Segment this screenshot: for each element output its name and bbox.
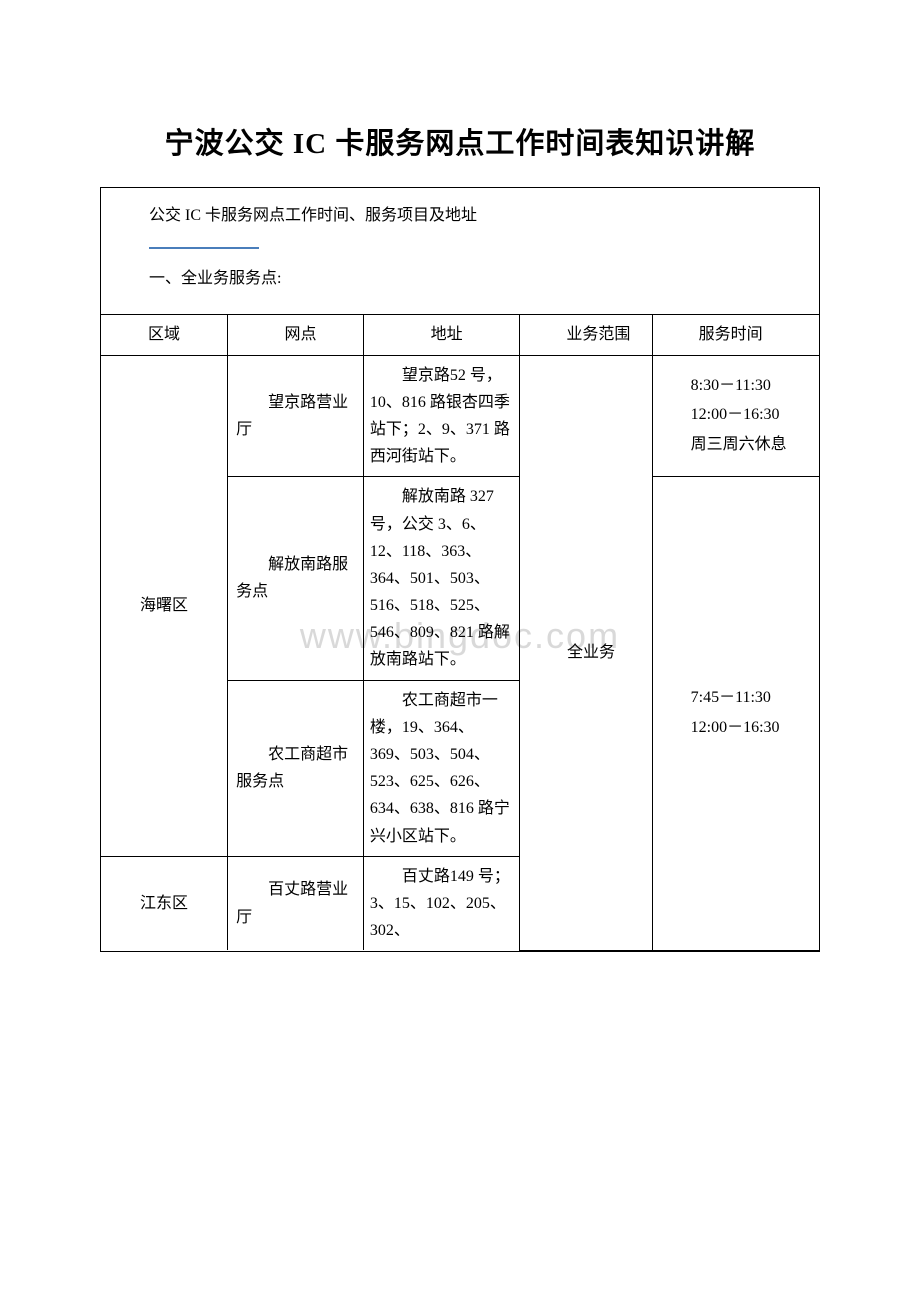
cell-branch: 农工商超市服务点 bbox=[228, 680, 364, 856]
header-time: 服务时间 bbox=[652, 315, 819, 355]
time-line: 周三周六休息 bbox=[659, 431, 813, 458]
intro-line: 公交 IC 卡服务网点工作时间、服务项目及地址 bbox=[149, 198, 801, 233]
cell-address: 解放南路 327 号，公交 3、6、12、118、363、364、501、503… bbox=[363, 477, 519, 680]
table-header-row: 区域 网点 地址 业务范围 服务时间 bbox=[101, 315, 819, 355]
cell-time: 8:30－11:30 12:00－16:30 周三周六休息 bbox=[652, 355, 819, 477]
cell-branch: 解放南路服务点 bbox=[228, 477, 364, 680]
cell-branch: 望京路营业厅 bbox=[228, 355, 364, 477]
blue-divider bbox=[149, 241, 259, 249]
page-content: 宁波公交 IC 卡服务网点工作时间表知识讲解 公交 IC 卡服务网点工作时间、服… bbox=[100, 120, 820, 952]
cell-address: 百丈路149 号；3、15、102、205、302、 bbox=[363, 856, 519, 950]
intro-section: 公交 IC 卡服务网点工作时间、服务项目及地址 一、全业务服务点: bbox=[101, 188, 819, 314]
cell-time: 7:45－11:30 12:00－16:30 bbox=[652, 477, 819, 951]
service-table: 区域 网点 地址 业务范围 服务时间 海曙区 望京路营业厅 望京路52 号，10… bbox=[101, 314, 819, 950]
header-address: 地址 bbox=[363, 315, 519, 355]
cell-scope: 全业务 bbox=[520, 355, 652, 950]
header-branch: 网点 bbox=[228, 315, 364, 355]
content-box: 公交 IC 卡服务网点工作时间、服务项目及地址 一、全业务服务点: 区域 网点 … bbox=[100, 187, 820, 952]
time-line: 7:45－11:30 bbox=[659, 684, 813, 711]
cell-address: 望京路52 号，10、816 路银杏四季站下；2、9、371 路西河街站下。 bbox=[363, 355, 519, 477]
cell-region: 海曙区 bbox=[101, 355, 228, 856]
cell-address: 农工商超市一楼，19、364、369、503、504、523、625、626、6… bbox=[363, 680, 519, 856]
section-heading: 一、全业务服务点: bbox=[149, 261, 801, 296]
table-row: 海曙区 望京路营业厅 望京路52 号，10、816 路银杏四季站下；2、9、37… bbox=[101, 355, 819, 477]
time-line: 12:00－16:30 bbox=[659, 401, 813, 428]
cell-region: 江东区 bbox=[101, 856, 228, 950]
page-title: 宁波公交 IC 卡服务网点工作时间表知识讲解 bbox=[100, 120, 820, 162]
cell-branch: 百丈路营业厅 bbox=[228, 856, 364, 950]
header-region: 区域 bbox=[101, 315, 228, 355]
time-line: 8:30－11:30 bbox=[659, 372, 813, 399]
time-line: 12:00－16:30 bbox=[659, 714, 813, 741]
header-scope: 业务范围 bbox=[520, 315, 652, 355]
